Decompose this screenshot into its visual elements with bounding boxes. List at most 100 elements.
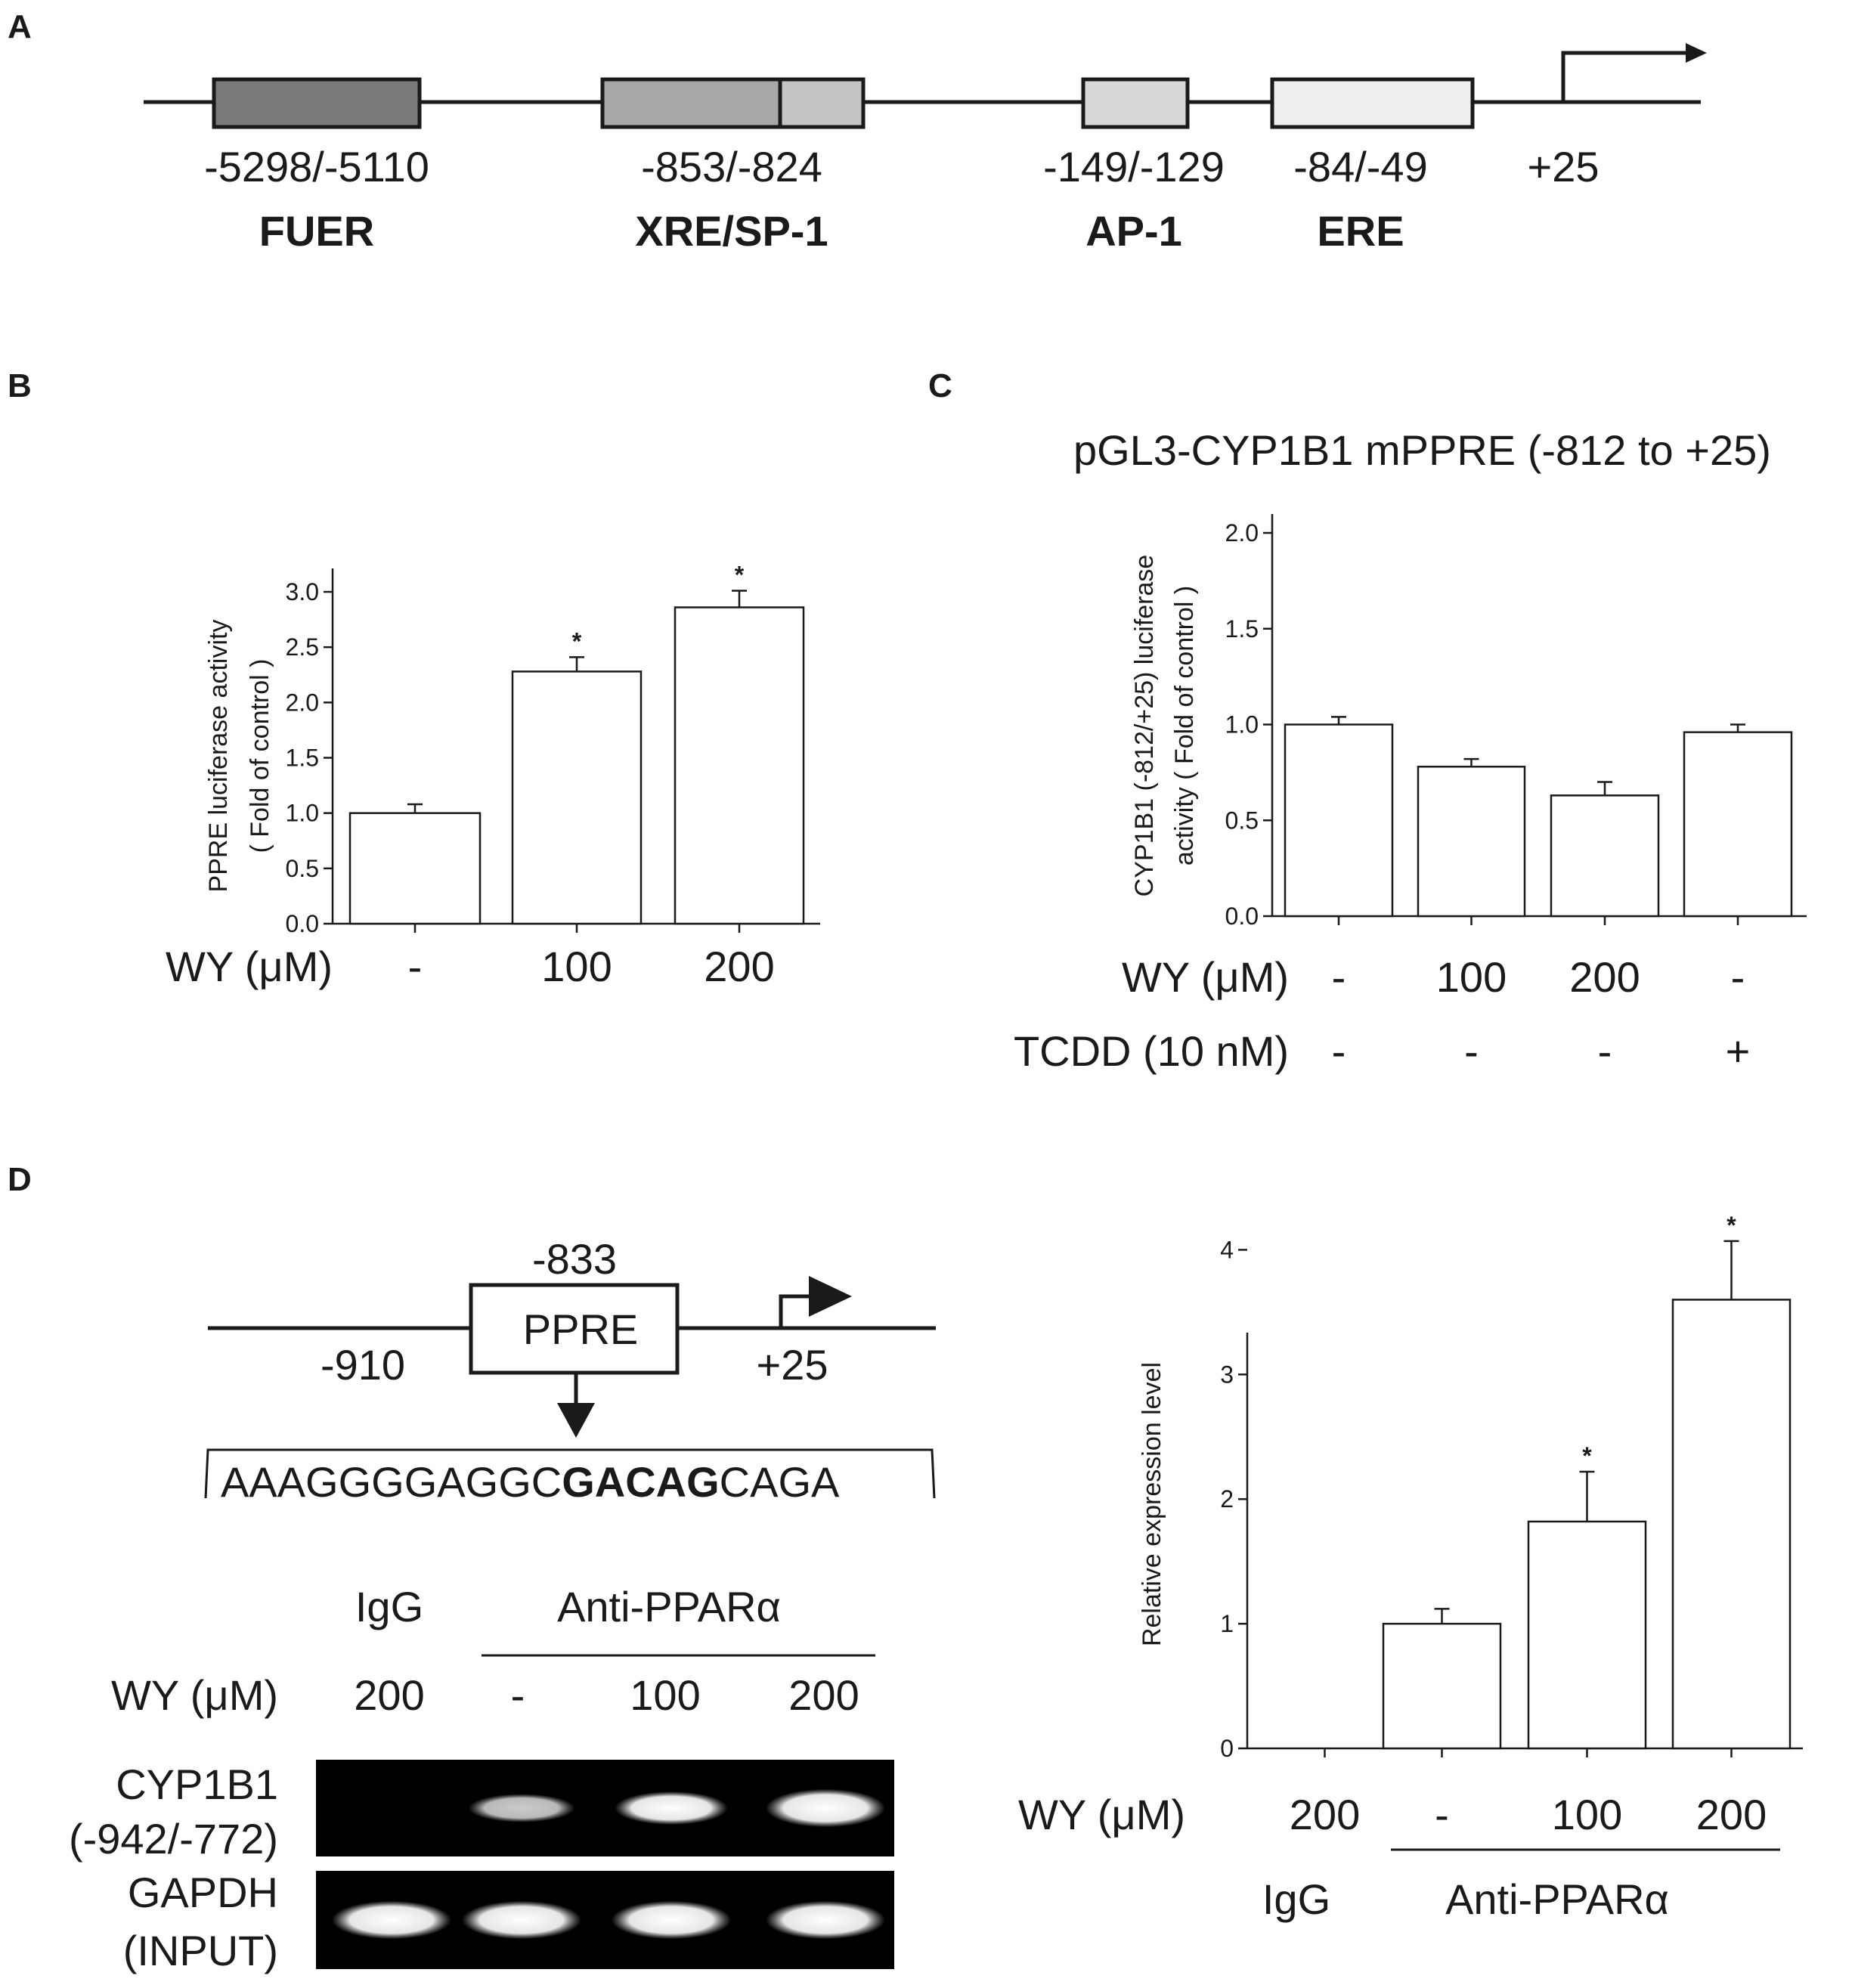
gel-lane-label: 100 [630, 1671, 700, 1719]
bar [1417, 766, 1526, 918]
element-position-ap1: -149/-129 [1043, 143, 1225, 190]
panel-letter-a: A [8, 8, 32, 45]
ppre-position-label: -833 [532, 1235, 617, 1283]
ppre-pointer-arrowhead [557, 1403, 595, 1438]
chart-title-c: pGL3-CYP1B1 mPPRE (-812 to +25) [1073, 426, 1771, 474]
y-axis-label: Relative expression level [1138, 1362, 1166, 1646]
y-tick-label: 1.5 [286, 745, 319, 772]
significance-marker: * [572, 627, 582, 655]
treatment-value: + [1726, 1027, 1751, 1075]
y-tick-label: 1.0 [286, 800, 319, 827]
y-tick-label: 2.5 [286, 633, 319, 661]
bar [1671, 1299, 1792, 1750]
promoter-left-label: -910 [321, 1341, 405, 1389]
element-position-xre: -853/-824 [641, 143, 822, 190]
y-tick-label: 3 [1220, 1361, 1234, 1388]
tss-arrow-a [1561, 51, 1689, 102]
treatment-value: 100 [1552, 1791, 1622, 1838]
gel-bands-gapdh [331, 1900, 886, 1940]
significance-marker: * [735, 562, 745, 589]
treatment-value: - [1435, 1791, 1449, 1838]
y-tick-label: 2 [1220, 1485, 1234, 1513]
y-tick-label: 2.0 [286, 689, 319, 716]
gel-wy-label: WY (μM) [111, 1671, 278, 1719]
ppre-box [469, 1283, 680, 1375]
bar [1382, 1622, 1502, 1750]
treatment-value: - [408, 943, 423, 990]
group-label-igg: IgG [1262, 1875, 1330, 1923]
treatment-value: - [1464, 1027, 1479, 1075]
panel-b: B 0.0 0.5 1.0 1.5 2.0 2.5 3.0 PPRE luciferase a… [8, 367, 820, 990]
significance-marker: * [1582, 1442, 1592, 1469]
gel-row-label-cyp1b1: CYP1B1 [116, 1760, 278, 1808]
treatment-value: 200 [704, 943, 774, 990]
y-tick-label: 0.5 [1225, 807, 1259, 834]
panel-letter-b: B [8, 367, 32, 404]
ppre-box-label: PPRE [523, 1305, 639, 1353]
sequence-prefix: AAAGGGGAGGC [221, 1458, 562, 1506]
tss-arrowhead-a [1686, 43, 1707, 63]
gel-lane-label: - [511, 1671, 525, 1719]
sequence-suffix: CAGA [720, 1458, 840, 1506]
chart-b: 0.0 0.5 1.0 1.5 2.0 2.5 3.0 PPRE luciferase act… [166, 562, 820, 990]
gel-lane-label: 200 [788, 1671, 859, 1719]
tss-arrow-d [779, 1294, 809, 1328]
gel-band [461, 1900, 582, 1940]
gel-group-anti: Anti-PPARα [557, 1583, 781, 1630]
gel-bands-cyp1b1 [468, 1788, 886, 1828]
bar [674, 606, 805, 925]
treatment-value: - [1332, 1027, 1346, 1075]
y-tick-label: 0.0 [286, 910, 319, 937]
group-label-anti: Anti-PPARα [1445, 1875, 1669, 1923]
element-position-fuer: -5298/-5110 [204, 143, 429, 190]
treatment-value: 200 [1290, 1791, 1360, 1838]
bar [1527, 1520, 1647, 1750]
treatment-value: 100 [541, 943, 612, 990]
tss-label-a: +25 [1528, 143, 1600, 190]
sequence-bracket [204, 1448, 936, 1499]
panel-d: D PPRE -833 -910 +25 AAAGGGGAGGCGACAGCAG… [8, 1161, 1803, 1974]
y-axis-label: PPRE luciferase activity [204, 620, 233, 893]
element-box-ere [1270, 77, 1475, 129]
bar [1683, 731, 1793, 918]
bar [1550, 794, 1660, 918]
element-name-ere: ERE [1317, 207, 1404, 255]
treatment-value: - [1332, 953, 1346, 1001]
y-tick-label: 4 [1220, 1236, 1234, 1263]
gel-band [615, 1791, 728, 1825]
element-box-fuer [212, 77, 422, 129]
y-tick-label: 0.5 [286, 855, 319, 882]
gel-band [468, 1794, 575, 1822]
element-box-sp1 [778, 77, 866, 129]
gel-row-label-input: (INPUT) [123, 1927, 278, 1974]
element-name-xre: XRE/SP-1 [635, 207, 828, 255]
gel-band [331, 1900, 452, 1940]
panel-c: C pGL3-CYP1B1 mPPRE (-812 to +25) 0.0 0.5… [928, 367, 1807, 1075]
element-name-ap1: AP-1 [1085, 207, 1182, 255]
treatment-label: WY (μM) [1122, 953, 1289, 1001]
gel-band [611, 1900, 732, 1940]
treatment-label: TCDD (10 nM) [1014, 1027, 1289, 1075]
y-tick-label: 2.0 [1225, 519, 1259, 547]
treatment-value: 100 [1436, 953, 1507, 1001]
chart-c: 0.0 0.5 1.0 1.5 2.0 CYP1B1 (-812/+25) lucifer… [1014, 514, 1807, 1075]
gel-group-igg: IgG [355, 1583, 423, 1630]
panel-a: A -5298/-5110 FUER -853/-824 XRE/SP-1 -1… [8, 8, 1707, 255]
panel-letter-d: D [8, 1161, 32, 1198]
y-tick-label: 0.0 [1225, 903, 1259, 930]
treatment-label: WY (μM) [166, 943, 333, 990]
significance-marker: * [1726, 1212, 1736, 1239]
treatment-value: - [1598, 1027, 1612, 1075]
sequence-core-bold: GACAG [562, 1458, 719, 1506]
y-tick-label: 3.0 [286, 578, 319, 605]
chart-d: 0 1 2 3 4 Relative expression level * * WY (μM) 2… [1018, 1212, 1803, 1838]
bar [511, 670, 643, 925]
y-axis-label-line2: activity ( Fold of control ) [1170, 586, 1199, 865]
bar [348, 812, 482, 925]
bar [1284, 723, 1394, 918]
element-box-xre [600, 77, 782, 129]
treatment-value: - [1731, 953, 1745, 1001]
element-name-fuer: FUER [259, 207, 374, 255]
element-position-ere: -84/-49 [1293, 143, 1427, 190]
y-tick-label: 1.5 [1225, 615, 1259, 643]
